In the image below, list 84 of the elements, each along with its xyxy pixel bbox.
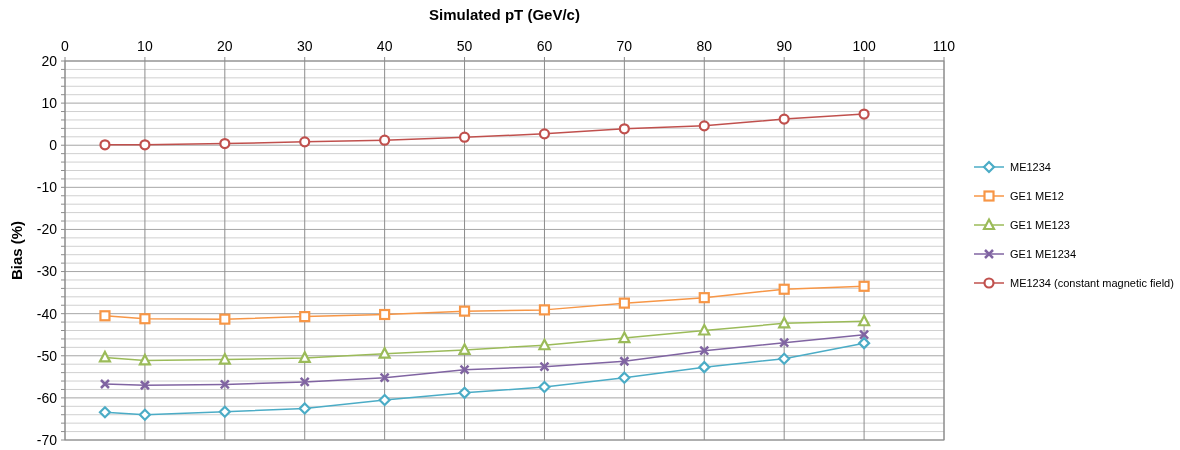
point: [698, 361, 711, 374]
point: [458, 343, 471, 355]
y-axis-title: Bias (%): [8, 220, 25, 281]
point: [538, 338, 551, 351]
y-tick-label: 0: [49, 137, 58, 154]
point: [299, 376, 310, 388]
point: [778, 316, 791, 329]
y-tick-label: -40: [36, 305, 58, 322]
point: [538, 304, 551, 316]
y-tick-label: -30: [36, 263, 58, 280]
point: [379, 134, 391, 146]
x-tick-label: 100: [852, 38, 876, 54]
point: [378, 347, 391, 359]
point: [459, 364, 470, 375]
point: [99, 310, 111, 322]
x-tick-label: 20: [217, 38, 233, 54]
y-tick-label: -10: [36, 179, 58, 196]
x-tick-label: 80: [696, 38, 713, 54]
y-tick-label: -50: [36, 347, 58, 364]
point: [698, 323, 711, 336]
legend-label: GE1 ME1234: [1010, 247, 1077, 260]
point: [99, 139, 111, 151]
point: [299, 311, 311, 323]
point: [219, 137, 231, 150]
legend-label: GE1 ME12: [1010, 189, 1064, 202]
point: [219, 313, 231, 325]
point: [139, 313, 151, 325]
x-tick-label: 10: [137, 38, 153, 54]
point: [299, 136, 311, 148]
point: [218, 405, 231, 418]
point: [298, 351, 311, 363]
point: [139, 380, 151, 391]
point: [699, 345, 710, 356]
point: [857, 337, 871, 350]
legend-label: ME1234 (constant magnetic field): [1010, 276, 1174, 289]
point: [778, 113, 790, 125]
point: [98, 350, 112, 363]
y-tick-label: 20: [41, 52, 58, 69]
x-axis-title: Simulated pT (GeV/c): [429, 6, 580, 23]
x-tick-label: 110: [932, 38, 956, 54]
point: [858, 329, 870, 340]
point: [379, 308, 391, 321]
x-tick-label: 30: [296, 38, 313, 54]
legend-label: GE1 ME123: [1010, 218, 1070, 231]
point: [138, 408, 152, 421]
y-tick-label: 10: [41, 95, 58, 112]
point: [298, 402, 311, 415]
point: [538, 128, 551, 140]
point: [618, 123, 630, 135]
point: [778, 337, 790, 348]
point: [858, 280, 870, 292]
point: [698, 292, 710, 304]
point: [219, 379, 231, 390]
x-tick-label: 60: [536, 38, 553, 54]
point: [618, 331, 631, 344]
y-tick-label: -70: [36, 431, 58, 448]
point: [618, 297, 630, 309]
x-tick-label: 90: [776, 38, 793, 54]
point: [99, 378, 111, 390]
y-tick-label: -20: [36, 221, 58, 238]
x-tick-label: 50: [456, 38, 473, 54]
point: [458, 131, 471, 143]
legend-label: ME1234: [1010, 160, 1051, 173]
point: [378, 393, 391, 407]
point: [139, 139, 151, 151]
point: [698, 120, 710, 132]
point: [539, 361, 550, 372]
point: [379, 372, 390, 383]
x-tick-label: 40: [376, 38, 393, 54]
x-tick-label: 70: [616, 38, 633, 54]
y-tick-label: -60: [36, 389, 58, 406]
point: [98, 406, 112, 419]
point: [857, 314, 871, 327]
point: [458, 305, 471, 317]
point: [778, 283, 790, 295]
point: [619, 356, 630, 367]
point: [618, 371, 631, 384]
point: [218, 352, 231, 365]
point: [458, 386, 471, 399]
point: [778, 352, 791, 365]
point: [138, 353, 152, 366]
point: [538, 380, 551, 394]
x-tick-label: 0: [61, 38, 70, 54]
point: [858, 108, 870, 120]
